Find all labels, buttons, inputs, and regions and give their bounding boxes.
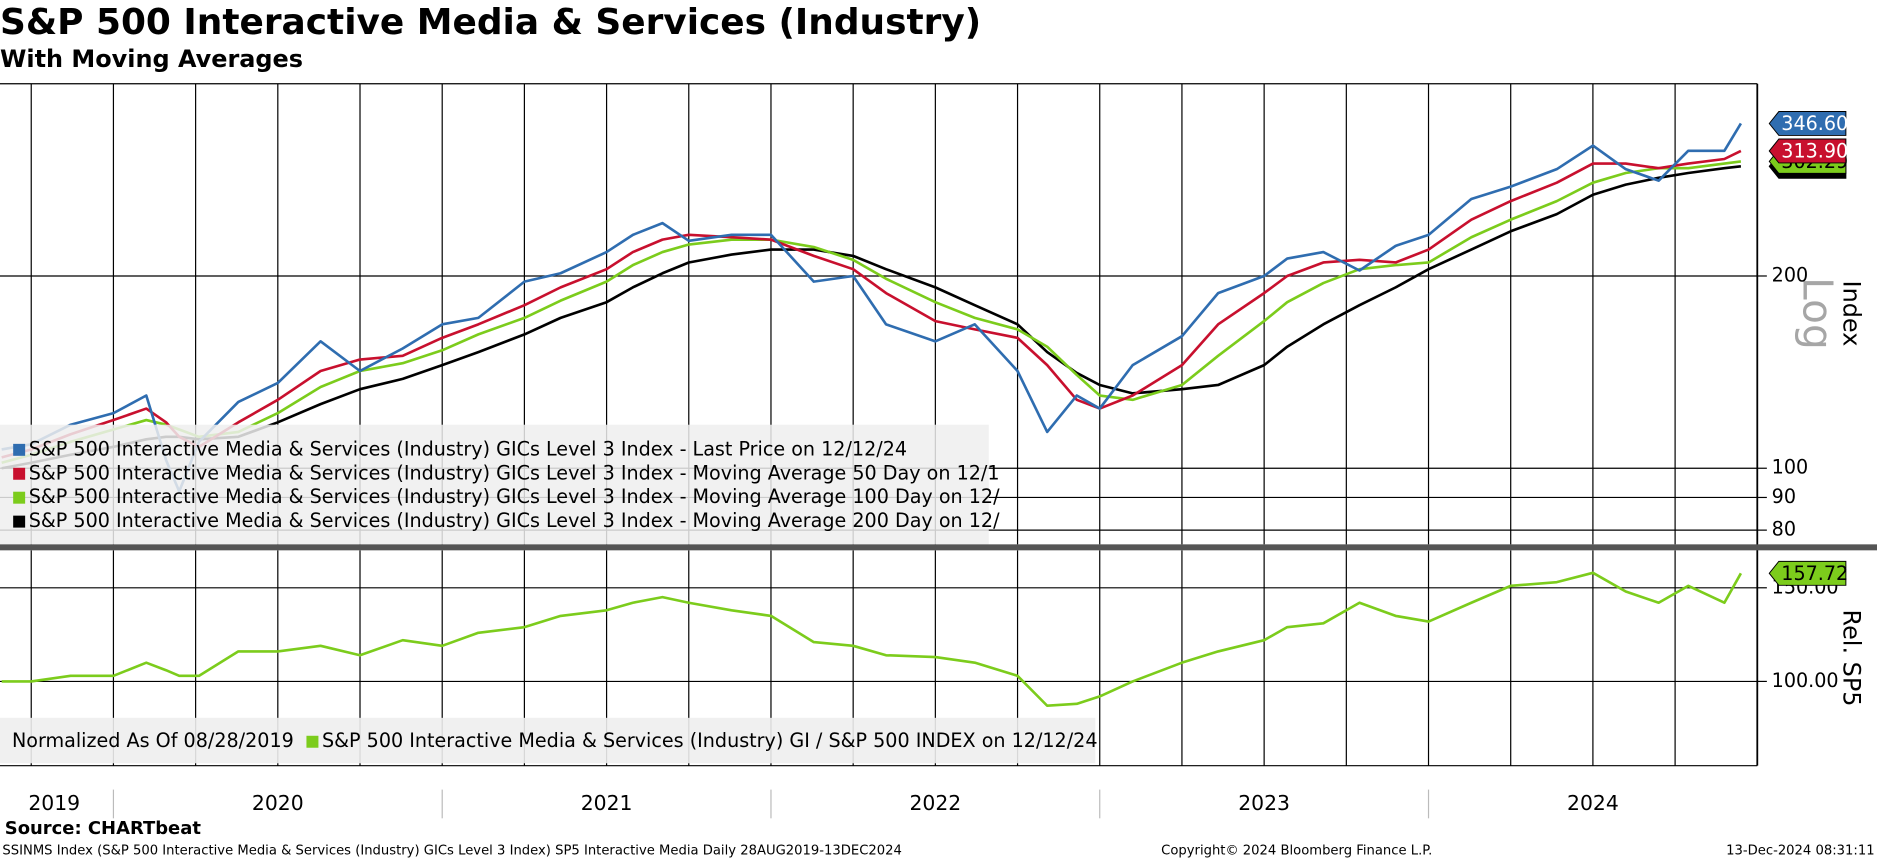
footer-right: 13-Dec-2024 08:31:11 <box>1726 844 1874 859</box>
scale-label: Log <box>1794 277 1842 350</box>
footer-left: SSINMS Index (S&P 500 Interactive Media … <box>2 844 902 859</box>
legend-swatch <box>13 515 26 528</box>
value-tag-label: 313.90 <box>1781 140 1848 163</box>
legend-label: S&P 500 Interactive Media & Services (In… <box>29 461 1000 484</box>
value-tag-label: 157.72 <box>1781 562 1848 585</box>
panel-divider <box>0 544 1877 551</box>
series-line <box>1 571 1743 708</box>
series-line <box>1 122 1743 493</box>
y-tick-label: 200 <box>1772 263 1809 286</box>
x-tick-label: 2019 <box>28 791 80 815</box>
legend-swatch <box>13 491 26 504</box>
legend-label: S&P 500 Interactive Media & Services (In… <box>29 485 1000 508</box>
x-tick-label: 2021 <box>581 791 633 815</box>
legend-label: S&P 500 Interactive Media & Services (In… <box>322 729 1098 752</box>
y-tick-label: 80 <box>1772 518 1796 541</box>
legend-background <box>0 424 989 545</box>
y-axis-label: Rel. SP5 <box>1838 610 1866 707</box>
legend-swatch <box>13 467 26 480</box>
footer-center: Copyright© 2024 Bloomberg Finance L.P. <box>1161 844 1432 859</box>
value-tag-label: 346.60 <box>1781 112 1848 135</box>
note: Normalized As Of 08/28/2019 <box>12 729 294 752</box>
x-tick-label: 2023 <box>1238 791 1290 815</box>
legend-label: S&P 500 Interactive Media & Services (In… <box>29 437 907 460</box>
series-line <box>1 149 1742 459</box>
x-tick-label: 2024 <box>1567 791 1619 815</box>
y-tick-label: 100 <box>1772 456 1809 479</box>
chart-title: S&P 500 Interactive Media & Services (In… <box>0 2 981 43</box>
legend-background <box>0 717 1096 764</box>
value-tag <box>1768 138 1847 164</box>
value-tag <box>1768 560 1847 586</box>
legend-swatch <box>13 443 26 456</box>
y-tick-label: 90 <box>1772 485 1796 508</box>
x-tick-label: 2022 <box>909 791 961 815</box>
source: Source: CHARTbeat <box>5 818 202 839</box>
value-tag <box>1768 111 1847 136</box>
x-tick-label: 2020 <box>252 791 304 815</box>
y-axis-label: Index <box>1838 281 1866 347</box>
legend-label: S&P 500 Interactive Media & Services (In… <box>29 509 1000 532</box>
chart-subtitle: With Moving Averages <box>0 45 303 73</box>
legend-swatch <box>306 735 319 748</box>
y-tick-label: 100.00 <box>1772 669 1839 692</box>
